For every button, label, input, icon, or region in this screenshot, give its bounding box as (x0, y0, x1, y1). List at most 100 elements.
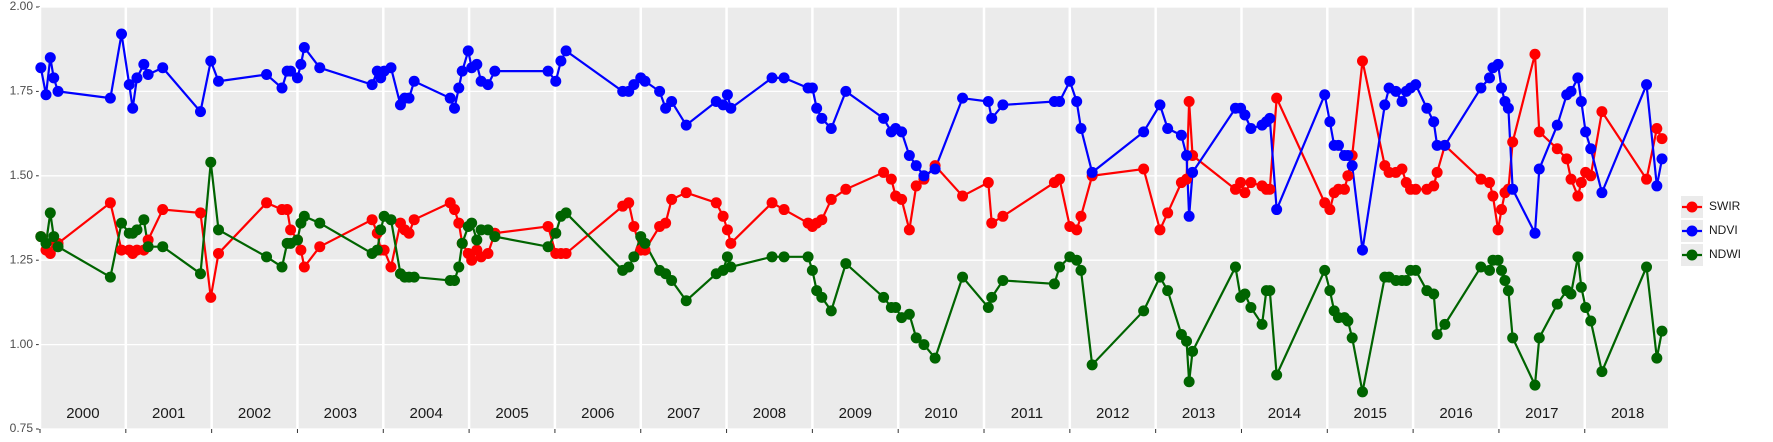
data-point (385, 62, 397, 74)
data-point (456, 65, 468, 77)
data-point (885, 173, 897, 185)
plot-panel (40, 7, 1668, 429)
data-point (40, 89, 52, 101)
data-point (1086, 166, 1098, 178)
data-point (806, 264, 818, 276)
y-tick-label: 1.50 (10, 168, 34, 182)
data-point (366, 214, 378, 226)
data-point (878, 166, 890, 178)
data-point (131, 72, 143, 84)
data-point (1346, 160, 1358, 172)
data-point (840, 183, 852, 195)
data-point (903, 224, 915, 236)
data-point (1596, 187, 1608, 199)
data-point (1533, 126, 1545, 138)
data-point (910, 180, 922, 192)
data-point (560, 45, 572, 57)
data-point (1575, 281, 1587, 293)
data-point (721, 224, 733, 236)
year-label: 2001 (152, 405, 185, 422)
data-point (403, 227, 415, 239)
data-point (1271, 369, 1283, 381)
data-point (766, 197, 778, 209)
data-point (1264, 112, 1276, 124)
data-point (261, 251, 273, 263)
data-point (1585, 170, 1597, 182)
data-point (1651, 180, 1663, 192)
data-point (205, 156, 217, 168)
data-point (44, 52, 56, 64)
data-point (1332, 139, 1344, 151)
data-point (825, 193, 837, 205)
data-point (456, 237, 468, 249)
data-point (123, 79, 135, 91)
year-label: 2014 (1268, 405, 1301, 422)
data-point (903, 308, 915, 320)
data-point (466, 217, 478, 229)
data-point (285, 224, 297, 236)
data-point (157, 241, 169, 253)
data-point (127, 102, 139, 114)
data-point (929, 352, 941, 364)
y-tick-label: 0.75 (10, 421, 34, 435)
data-point (1410, 264, 1422, 276)
data-point (1054, 96, 1066, 108)
data-point (986, 112, 998, 124)
data-point (1183, 376, 1195, 388)
data-point (1492, 254, 1504, 266)
data-point (52, 85, 64, 97)
data-point (1529, 227, 1541, 239)
data-point (890, 301, 902, 313)
data-point (1319, 89, 1331, 101)
data-point (291, 234, 303, 246)
data-point (997, 99, 1009, 111)
data-point (314, 217, 326, 229)
data-point (1271, 92, 1283, 104)
data-point (840, 258, 852, 270)
data-point (825, 305, 837, 317)
data-point (489, 65, 501, 77)
data-point (1651, 123, 1663, 135)
data-point (816, 214, 828, 226)
data-point (542, 65, 554, 77)
data-point (628, 79, 640, 91)
data-point (721, 89, 733, 101)
data-point (1641, 261, 1653, 273)
data-point (623, 261, 635, 273)
data-point (1529, 379, 1541, 391)
data-point (1054, 261, 1066, 273)
data-point (778, 72, 790, 84)
data-point (453, 261, 465, 273)
data-point (298, 261, 310, 273)
data-point (1239, 109, 1251, 121)
data-point (766, 72, 778, 84)
data-point (957, 92, 969, 104)
data-point (314, 241, 326, 253)
data-point (131, 224, 143, 236)
data-point (138, 58, 150, 70)
data-point (1264, 285, 1276, 297)
data-point (213, 224, 225, 236)
year-label: 2013 (1182, 405, 1215, 422)
data-point (878, 291, 890, 303)
year-label: 2000 (66, 405, 99, 422)
data-point (1572, 72, 1584, 84)
data-point (1324, 116, 1336, 128)
data-point (276, 82, 288, 94)
data-point (542, 220, 554, 232)
data-point (680, 187, 692, 199)
data-point (721, 251, 733, 263)
year-label: 2012 (1096, 405, 1129, 422)
data-point (1162, 207, 1174, 219)
data-point (142, 69, 154, 81)
data-point (1071, 254, 1083, 266)
year-label: 2009 (839, 405, 872, 422)
data-point (778, 251, 790, 263)
data-point (639, 237, 651, 249)
data-point (449, 204, 461, 216)
data-point (1656, 133, 1668, 145)
data-point (1064, 75, 1076, 87)
data-point (1431, 139, 1443, 151)
year-label: 2016 (1439, 405, 1472, 422)
